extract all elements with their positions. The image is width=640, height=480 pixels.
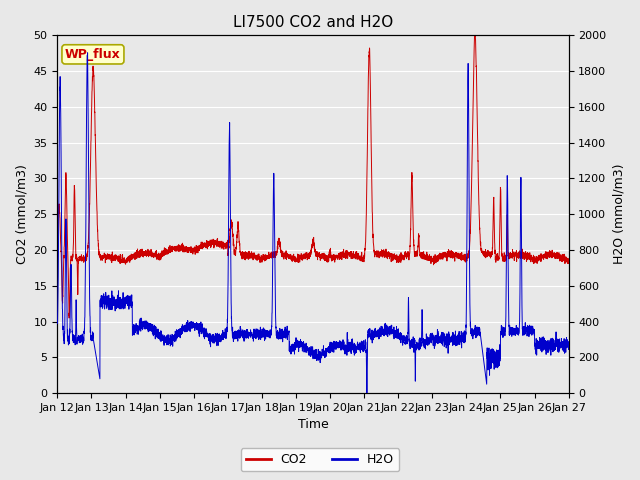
Y-axis label: CO2 (mmol/m3): CO2 (mmol/m3) — [15, 164, 28, 264]
X-axis label: Time: Time — [298, 419, 328, 432]
Y-axis label: H2O (mmol/m3): H2O (mmol/m3) — [612, 164, 625, 264]
Title: LI7500 CO2 and H2O: LI7500 CO2 and H2O — [233, 15, 393, 30]
Text: WP_flux: WP_flux — [65, 48, 121, 61]
Legend: CO2, H2O: CO2, H2O — [241, 448, 399, 471]
